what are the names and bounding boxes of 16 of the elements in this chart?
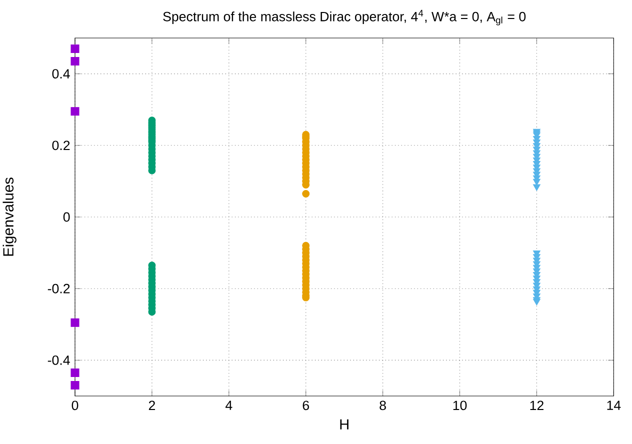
x-tick-label: 12 (530, 400, 544, 410)
y-tick-label: -0.4 (48, 355, 70, 365)
y-tick-label: -0.2 (48, 284, 70, 294)
chart-title: Spectrum of the massless Dirac operator, 4$^{4}$, W*a = 0, A$_{gl}$ = 0 (163, 10, 526, 26)
x-tick-label: 4 (226, 400, 232, 410)
y-tick-label: 0.4 (52, 69, 70, 79)
x-tick-label: 8 (380, 400, 386, 410)
x-tick-label: 10 (453, 400, 467, 410)
x-axis-title: H (340, 419, 348, 430)
x-tick-label: 0 (72, 400, 78, 410)
y-axis-title: Eigenvalues (2, 178, 16, 256)
x-tick-label: 6 (302, 400, 309, 410)
y-tick-label: 0.2 (52, 140, 70, 150)
x-tick-label: 14 (607, 400, 621, 410)
x-tick-label: 2 (148, 400, 155, 410)
y-tick-label: 0 (63, 212, 70, 222)
